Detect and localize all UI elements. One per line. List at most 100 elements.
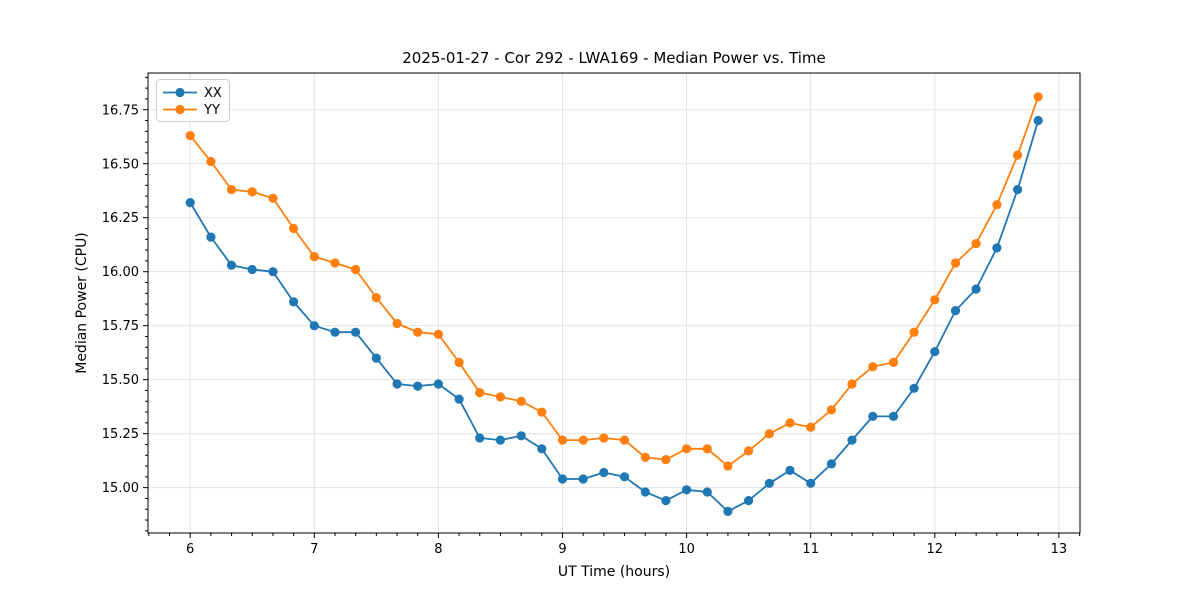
data-point-XX — [185, 198, 195, 208]
series-line-YY — [189, 95, 1040, 468]
legend-box — [156, 79, 230, 122]
data-point-XX — [764, 478, 775, 488]
y-axis-label: Median Power (CPU) — [74, 232, 90, 374]
data-point-XX — [702, 487, 712, 497]
x-tick-label: 8 — [434, 542, 442, 557]
data-point-XX — [330, 327, 340, 337]
axis-ticks-layer — [143, 76, 1081, 538]
data-point-YY — [619, 435, 630, 445]
data-point-XX — [640, 487, 650, 497]
x-tick-label: 9 — [558, 542, 566, 557]
data-point-YY — [1033, 92, 1043, 102]
data-point-YY — [806, 422, 816, 432]
data-point-XX — [433, 379, 443, 389]
data-point-XX — [785, 465, 795, 475]
data-point-YY — [744, 446, 754, 456]
data-point-XX — [971, 284, 981, 294]
data-point-YY — [454, 357, 464, 367]
data-point-YY — [826, 405, 837, 415]
data-point-XX — [351, 327, 361, 337]
data-point-XX — [475, 433, 485, 443]
y-tick-label: 15.75 — [102, 319, 139, 334]
data-point-YY — [351, 264, 361, 275]
data-point-YY — [723, 461, 733, 471]
data-point-XX — [806, 478, 816, 488]
data-point-YY — [206, 156, 216, 167]
data-point-XX — [950, 306, 961, 316]
data-point-YY — [578, 435, 588, 445]
data-point-XX — [909, 383, 919, 393]
data-point-YY — [185, 131, 195, 141]
data-point-XX — [495, 435, 505, 445]
data-point-XX — [392, 379, 402, 389]
data-point-XX — [206, 232, 216, 242]
data-point-XX — [744, 496, 754, 506]
legend-marker-yy — [175, 104, 185, 115]
y-tick-label: 16.25 — [102, 211, 139, 226]
data-point-YY — [557, 435, 568, 445]
legend-label-yy: YY — [203, 103, 220, 118]
data-point-YY — [661, 455, 671, 465]
data-point-YY — [1013, 150, 1023, 160]
y-tick-label: 15.50 — [102, 373, 139, 388]
data-point-YY — [785, 418, 795, 428]
data-point-YY — [268, 193, 278, 203]
data-point-YY — [847, 379, 857, 389]
data-point-YY — [433, 329, 443, 339]
legend-entry-yy: YY — [163, 103, 220, 118]
data-point-XX — [289, 297, 299, 307]
data-point-XX — [661, 496, 671, 506]
data-point-XX — [847, 435, 857, 445]
data-point-YY — [330, 258, 340, 268]
x-tick-label: 13 — [1051, 542, 1068, 557]
legend: XX YY — [156, 79, 230, 122]
y-tick-label: 16.50 — [102, 157, 139, 172]
y-tick-label: 16.75 — [102, 103, 139, 118]
data-point-YY — [475, 388, 485, 398]
data-point-XX — [868, 411, 878, 421]
x-tick-label: 7 — [310, 542, 318, 557]
data-point-YY — [868, 362, 878, 372]
data-point-XX — [268, 267, 278, 277]
legend-marker-xx — [175, 87, 185, 98]
data-point-XX — [619, 472, 630, 482]
data-point-XX — [1013, 185, 1023, 195]
data-point-XX — [371, 353, 381, 363]
data-point-XX — [682, 485, 692, 495]
data-point-YY — [640, 452, 650, 462]
series-line-XX — [189, 119, 1040, 513]
legend-entry-xx: XX — [163, 86, 222, 101]
axis-tick-labels-layer: 6 7 8 9 10 11 12 13 15.00 15.25 15.50 15.75 16.00 16.… — [102, 103, 1067, 557]
data-point-YY — [413, 327, 423, 337]
plot-area-border — [147, 72, 1081, 534]
data-point-YY — [371, 293, 381, 303]
data-point-YY — [599, 433, 609, 443]
data-point-YY — [495, 392, 505, 402]
chart-title: 2025-01-27 - Cor 292 - LWA169 - Median P… — [402, 49, 826, 67]
data-point-XX — [826, 459, 837, 469]
data-point-XX — [537, 444, 547, 454]
data-point-YY — [289, 223, 299, 234]
data-point-XX — [454, 394, 464, 404]
data-point-XX — [723, 506, 733, 516]
data-point-YY — [992, 200, 1002, 210]
y-tick-label: 15.00 — [102, 481, 139, 496]
grid-layer — [148, 73, 1080, 533]
data-point-YY — [702, 444, 712, 454]
data-point-YY — [971, 239, 981, 249]
data-point-YY — [392, 318, 402, 329]
data-point-XX — [309, 321, 319, 331]
series-XX — [185, 115, 1043, 516]
data-point-YY — [247, 187, 257, 197]
data-point-YY — [888, 357, 899, 367]
data-point-XX — [578, 474, 588, 484]
data-point-YY — [764, 429, 775, 439]
data-point-YY — [516, 396, 526, 406]
series-layer — [185, 92, 1043, 516]
data-point-XX — [247, 264, 257, 275]
x-tick-label: 12 — [927, 542, 944, 557]
data-point-XX — [1033, 115, 1043, 126]
x-tick-label: 6 — [186, 542, 194, 557]
